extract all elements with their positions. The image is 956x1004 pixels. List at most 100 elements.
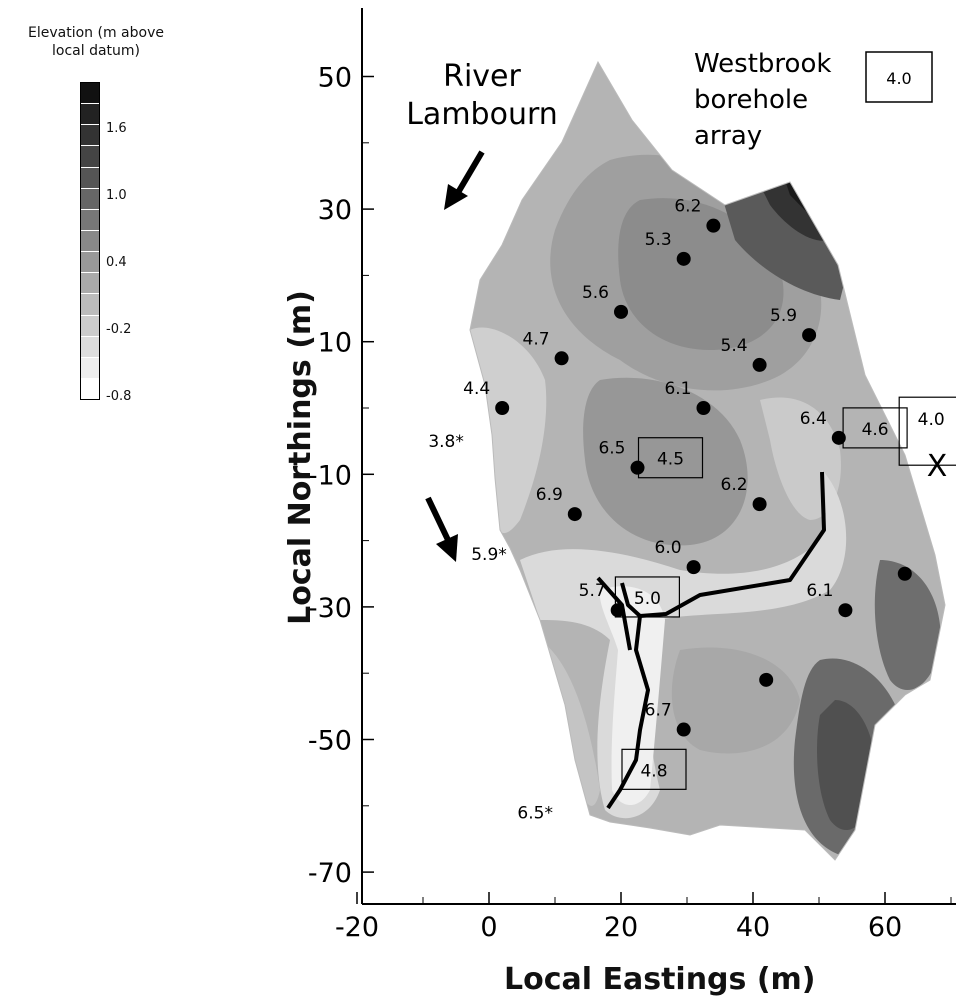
legend-swatch — [81, 294, 99, 316]
x-tick-label: -20 — [335, 912, 379, 943]
legend-title-line2: local datum) — [52, 43, 140, 59]
value-box-label: 4.6 — [862, 420, 889, 440]
legend-swatch — [81, 209, 99, 231]
axes — [361, 8, 956, 905]
borehole-label: 5.3 — [645, 230, 672, 250]
array-label-line2: borehole — [694, 85, 808, 115]
borehole-point — [676, 251, 691, 266]
x-tick-label: 60 — [868, 912, 902, 943]
borehole-point — [614, 304, 628, 319]
borehole-point — [676, 722, 691, 737]
value-box — [842, 407, 908, 449]
y-tick-label: 30 — [318, 195, 352, 226]
borehole-label: 6.1 — [664, 379, 691, 399]
value-box-label: 4.0 — [918, 410, 945, 430]
borehole-label: 4.7 — [523, 329, 550, 349]
value-box — [621, 748, 687, 790]
legend-swatch — [81, 273, 99, 295]
borehole-point — [567, 507, 582, 522]
value-box — [898, 396, 956, 466]
borehole-label: 5.4 — [721, 336, 748, 356]
y-tick-label: -70 — [308, 858, 352, 889]
value-box-label: 5.0 — [634, 589, 661, 609]
borehole-point — [752, 497, 767, 512]
y-tick-label: -50 — [308, 726, 352, 757]
x-ticks: -20 0 20 40 60 — [335, 892, 952, 943]
borehole-point — [802, 328, 817, 343]
x-tick-label: 0 — [480, 912, 497, 943]
borehole-point — [696, 401, 711, 415]
borehole-label: 5.7 — [579, 581, 606, 601]
legend-swatch — [81, 252, 99, 274]
array-label-box — [865, 51, 933, 103]
array-label-line1: Westbrook — [694, 49, 831, 79]
legend-swatch — [81, 188, 99, 210]
borehole-point — [630, 460, 645, 475]
y-tick-label: -10 — [308, 460, 352, 491]
legend-swatch — [81, 378, 99, 400]
borehole-label: 4.4 — [463, 379, 490, 399]
borehole-point — [554, 351, 569, 366]
y-tick-label: 10 — [318, 328, 352, 359]
river-label-line1: River — [443, 59, 521, 94]
borehole-point — [752, 357, 767, 372]
array-label-line3: array — [694, 121, 762, 151]
y-ticks: 50 30 10 -10 -30 -50 -70 — [308, 63, 374, 889]
borehole-label: 6.2 — [674, 197, 701, 217]
legend-tick: 0.4 — [106, 255, 127, 270]
borehole-point — [686, 560, 701, 575]
borehole-label: 6.9 — [536, 485, 563, 505]
legend-swatch — [81, 167, 99, 189]
legend-swatch — [81, 83, 99, 105]
star-label: 5.9* — [471, 545, 507, 565]
stream-channel — [606, 615, 650, 810]
borehole-label: 5.9 — [770, 306, 797, 326]
borehole-point — [759, 672, 774, 687]
borehole-point — [706, 218, 721, 233]
legend-tick: -0.8 — [106, 389, 132, 404]
legend-swatch — [81, 230, 99, 253]
value-box — [637, 437, 704, 479]
x-tick-label: 20 — [604, 912, 638, 943]
y-tick-label: -30 — [308, 593, 352, 624]
legend-tick: -0.2 — [106, 322, 132, 337]
elevation-contours — [470, 62, 945, 860]
borehole-point — [610, 603, 625, 618]
flow-arrow — [425, 496, 458, 562]
x-marker: X — [927, 449, 948, 484]
borehole-label: 5.6 — [582, 283, 609, 303]
x-tick-label: 40 — [736, 912, 770, 943]
river-label-line2: Lambourn — [406, 97, 558, 132]
value-box — [614, 576, 681, 618]
borehole-point — [495, 401, 510, 415]
borehole-label: 6.1 — [806, 581, 833, 601]
legend-tick: 1.0 — [106, 188, 127, 203]
star-label: 3.8* — [428, 432, 464, 452]
borehole-point — [897, 566, 912, 581]
legend-swatch — [81, 146, 99, 168]
legend-swatch — [81, 104, 99, 126]
borehole-label: 6.0 — [655, 538, 682, 558]
borehole-label: 6.5 — [598, 439, 625, 459]
legend-tick: 1.6 — [106, 121, 127, 136]
legend-swatch — [81, 336, 99, 358]
y-tick-label: 50 — [318, 63, 352, 94]
borehole-label: 6.2 — [721, 475, 748, 495]
borehole-label: 6.4 — [800, 409, 827, 429]
star-label: 6.5* — [517, 803, 553, 823]
legend-title-line1: Elevation (m above — [28, 25, 164, 41]
borehole-label: 6.7 — [645, 701, 672, 721]
value-box-label: 4.5 — [657, 450, 684, 470]
borehole-point — [838, 603, 853, 618]
x-axis-title: Local Eastings (m) — [504, 962, 816, 997]
legend-title: Elevation (m above local datum) — [6, 24, 186, 60]
flow-arrow — [444, 150, 485, 210]
legend-swatch — [81, 125, 99, 147]
legend-swatch — [81, 315, 99, 337]
y-axis-title: Local Northings (m) — [282, 290, 318, 625]
elevation-legend: Elevation (m above local datum) 1.6 1.0 … — [0, 0, 200, 410]
legend-swatch — [81, 357, 99, 379]
borehole-point — [831, 430, 846, 445]
legend-colorbar — [80, 82, 100, 400]
